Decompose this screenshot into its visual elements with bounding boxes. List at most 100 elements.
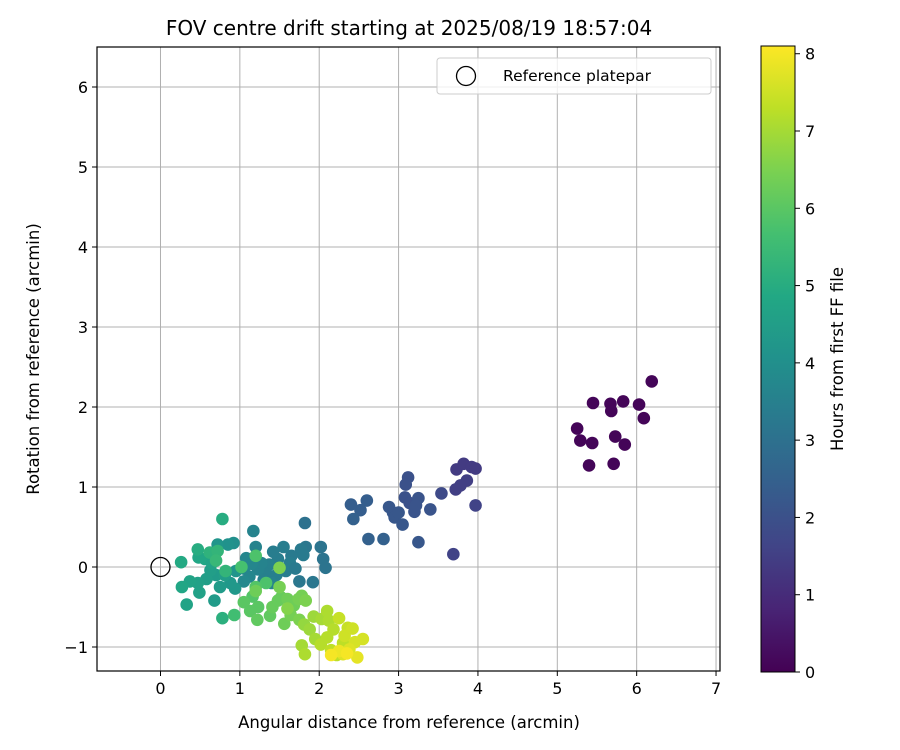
data-point: [340, 647, 354, 660]
data-point: [298, 647, 312, 661]
data-point: [193, 586, 206, 599]
data-point: [574, 434, 587, 447]
colorbar-tick-label: 2: [805, 508, 815, 527]
data-point: [180, 598, 193, 611]
data-point: [347, 512, 360, 526]
data-point: [320, 604, 334, 618]
data-point: [227, 608, 241, 622]
data-point: [354, 503, 367, 517]
colorbar-label: Hours from first FF file: [828, 267, 847, 451]
grid-lines: [97, 47, 720, 671]
colorbar-tick-label: 6: [805, 199, 815, 218]
data-point: [175, 580, 189, 594]
data-point: [237, 595, 251, 609]
data-point: [618, 438, 632, 451]
data-point: [191, 543, 205, 556]
colorbar-ticks: 0 1 2 3 4 5 6 7 8: [795, 45, 815, 682]
data-point: [306, 575, 320, 589]
data-point: [293, 575, 306, 588]
colorbar-tick-label: 1: [805, 586, 815, 605]
legend-label: Reference platepar: [503, 67, 652, 85]
data-point: [249, 549, 263, 563]
data-point: [277, 540, 290, 554]
y-tick-label: 4: [78, 238, 88, 257]
data-point: [281, 602, 294, 615]
data-point: [249, 540, 263, 554]
colorbar-tick-label: 0: [805, 663, 815, 682]
colorbar-tick-label: 7: [805, 122, 815, 141]
data-point: [174, 555, 188, 569]
data-point: [237, 575, 251, 588]
data-point: [273, 580, 286, 594]
y-axis-ticks: −1 0 1 2 3 4 5 6: [64, 78, 97, 657]
x-tick-label: 2: [314, 679, 324, 698]
data-point: [637, 411, 651, 425]
data-point: [608, 430, 622, 443]
data-point: [346, 622, 359, 635]
data-point: [209, 554, 223, 567]
x-tick-label: 1: [235, 679, 245, 698]
data-point: [585, 436, 599, 450]
data-point: [392, 506, 405, 519]
data-point: [289, 562, 302, 575]
y-tick-label: −1: [64, 638, 88, 657]
data-point: [399, 478, 413, 491]
data-point: [408, 505, 421, 519]
data-point: [570, 422, 584, 435]
data-point: [412, 535, 425, 549]
data-point: [645, 375, 659, 388]
data-point: [319, 561, 332, 575]
data-point: [344, 498, 358, 511]
data-point: [607, 457, 620, 471]
colorbar: 0 1 2 3 4 5 6 7 8 Hours from first FF file: [760, 45, 847, 682]
data-point: [396, 518, 409, 531]
data-point: [259, 576, 273, 590]
y-tick-label: 3: [78, 318, 88, 337]
data-point: [251, 613, 264, 627]
data-point: [297, 548, 310, 562]
data-point: [632, 398, 646, 411]
data-point: [243, 604, 257, 618]
y-tick-label: 2: [78, 398, 88, 417]
x-axis-label: Angular distance from reference (arcmin): [238, 713, 580, 732]
y-tick-label: 1: [78, 478, 88, 497]
x-tick-label: 5: [552, 679, 562, 698]
legend: Reference platepar: [436, 57, 712, 95]
data-point: [213, 580, 227, 594]
data-point: [249, 584, 263, 598]
data-point: [211, 544, 224, 558]
x-tick-label: 6: [632, 679, 642, 698]
plot-frame: [96, 46, 721, 672]
reference-platepar-point: [150, 556, 171, 578]
y-tick-label: 0: [78, 558, 88, 577]
data-point: [362, 532, 375, 546]
colorbar-tick-label: 5: [805, 277, 815, 296]
data-point: [351, 651, 364, 664]
data-point: [298, 516, 312, 530]
colorbar-gradient: [760, 45, 796, 673]
data-points: [174, 375, 659, 664]
data-point: [469, 462, 482, 475]
y-tick-label: 6: [78, 78, 88, 97]
data-point: [247, 524, 260, 538]
data-point: [208, 594, 221, 607]
reference-marker: [150, 556, 171, 578]
data-point: [435, 487, 448, 500]
colorbar-tick-label: 3: [805, 431, 815, 450]
data-point: [324, 648, 338, 662]
data-point: [360, 494, 374, 507]
data-point: [216, 611, 229, 625]
data-point: [216, 512, 229, 526]
x-tick-label: 3: [393, 679, 403, 698]
data-point: [332, 611, 346, 625]
data-point: [604, 404, 618, 418]
data-point: [586, 396, 600, 410]
data-point: [469, 499, 482, 512]
data-point: [221, 538, 235, 551]
data-point: [377, 532, 390, 546]
x-axis-ticks: 0 1 2 3 4 5 6 7: [155, 671, 721, 698]
legend-marker-icon: [455, 65, 477, 87]
colorbar-tick-label: 8: [805, 45, 815, 64]
data-point: [299, 594, 313, 607]
